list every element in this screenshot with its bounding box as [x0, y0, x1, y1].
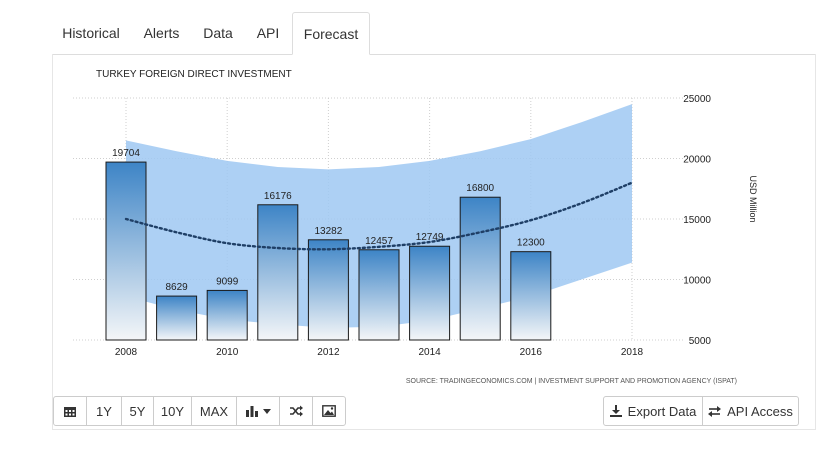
y-tick-label: 25000: [683, 94, 711, 105]
tab-forecast[interactable]: Forecast: [292, 12, 370, 55]
bar: [409, 245, 451, 341]
exchange-icon: [708, 405, 722, 417]
api-access-button[interactable]: API Access: [702, 396, 799, 426]
forecast-band: [126, 104, 632, 328]
y-tick-label: 5000: [689, 336, 712, 347]
bar-value-label: 13282: [314, 226, 342, 237]
y-tick-label: 20000: [683, 155, 711, 166]
export-data-label: Export Data: [627, 403, 697, 419]
bar-value-label: 9099: [216, 276, 239, 287]
tab-alerts[interactable]: Alerts: [143, 25, 180, 41]
bar: [156, 295, 198, 341]
bar-value-label: 19704: [112, 148, 140, 159]
y-tick-label: 10000: [683, 276, 711, 287]
bar-chart-icon: [246, 406, 258, 417]
x-tick-label: 2012: [317, 347, 340, 358]
download-image-button[interactable]: [312, 396, 346, 426]
bar: [257, 204, 299, 341]
bar: [459, 196, 501, 341]
export-data-button[interactable]: Export Data: [603, 396, 703, 426]
forecast-chart: TURKEY FOREIGN DIRECT INVESTMENT 5000 1000…: [73, 69, 758, 385]
range-1y-button[interactable]: 1Y: [86, 396, 122, 426]
calendar-button[interactable]: [53, 396, 87, 426]
range-10y-button[interactable]: 10Y: [153, 396, 192, 426]
bar: [105, 161, 147, 341]
bar: [510, 251, 552, 341]
range-5y-button[interactable]: 5Y: [121, 396, 154, 426]
bar-value-label: 12457: [365, 236, 393, 247]
bar: [358, 249, 400, 341]
chart-panel: TURKEY FOREIGN DIRECT INVESTMENT 5000 1000…: [52, 54, 816, 430]
bar: [307, 239, 349, 341]
tab-data[interactable]: Data: [203, 25, 233, 41]
bar-value-label: 16176: [264, 191, 292, 202]
x-tick-label: 2016: [520, 347, 543, 358]
x-tick-label: 2010: [216, 347, 239, 358]
x-tick-label: 2014: [418, 347, 441, 358]
bar-value-label: 12300: [517, 238, 545, 249]
y-tick-label: 15000: [683, 215, 711, 226]
x-tick-label: 2018: [621, 347, 644, 358]
forecast-line: [124, 181, 634, 251]
bar-value-label: 8629: [165, 282, 188, 293]
shuffle-icon: [290, 405, 303, 417]
tab-bar: Historical Alerts Data API Forecast: [52, 12, 816, 55]
calendar-icon: [64, 406, 76, 417]
bar: [206, 289, 248, 341]
y-axis-label: USD Million: [748, 175, 758, 222]
range-max-button[interactable]: MAX: [191, 396, 237, 426]
x-tick-label: 2008: [115, 347, 138, 358]
chart-toolbar: 1Y 5Y 10Y MAX: [53, 396, 346, 426]
bar-value-label: 12749: [416, 232, 444, 243]
chart-title: TURKEY FOREIGN DIRECT INVESTMENT: [96, 69, 292, 80]
download-icon: [609, 405, 622, 417]
caret-down-icon: [263, 408, 271, 414]
image-icon: [322, 405, 336, 417]
compare-button[interactable]: [279, 396, 313, 426]
source-note: SOURCE: TRADINGECONOMICS.COM | INVESTMEN…: [406, 378, 737, 385]
bar-value-label: 16800: [466, 183, 494, 194]
tab-api[interactable]: API: [256, 25, 280, 41]
api-access-label: API Access: [727, 403, 793, 419]
tab-historical[interactable]: Historical: [62, 25, 120, 41]
chart-type-button[interactable]: [236, 396, 280, 426]
